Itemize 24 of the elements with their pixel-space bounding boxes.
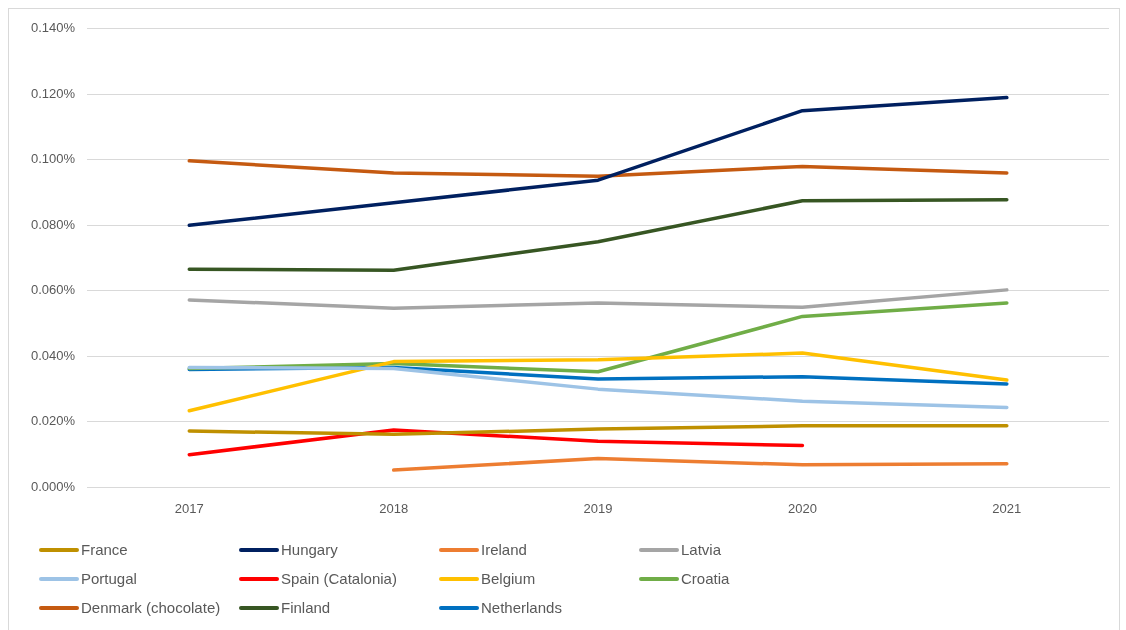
legend-label: Hungary (281, 541, 338, 558)
legend-label: Portugal (81, 570, 137, 587)
y-tick-label: 0.100% (31, 151, 76, 167)
y-tick-label: 0.040% (31, 347, 76, 363)
y-tick-label: 0.020% (31, 413, 76, 429)
legend-label: France (81, 541, 128, 558)
legend-label: Denmark (chocolate) (81, 599, 221, 616)
y-tick-label: 0.000% (31, 478, 76, 494)
x-tick-label: 2020 (787, 500, 817, 516)
y-tick-label: 0.120% (31, 85, 76, 101)
legend-label: Finland (281, 599, 331, 616)
x-tick-label: 2017 (174, 500, 204, 516)
x-tick-label: 2019 (583, 500, 613, 516)
legend-label: Croatia (681, 570, 730, 587)
y-tick-label: 0.080% (31, 216, 76, 232)
y-tick-label: 0.140% (31, 20, 76, 36)
x-tick-label: 2021 (992, 500, 1022, 516)
x-tick-label: 2018 (379, 500, 409, 516)
legend-label: Belgium (481, 570, 536, 587)
legend-label: Latvia (681, 541, 722, 558)
y-tick-label: 0.060% (31, 282, 76, 298)
legend-label: Netherlands (481, 599, 562, 616)
legend-label: Ireland (481, 541, 527, 558)
legend-label: Spain (Catalonia) (281, 570, 397, 587)
